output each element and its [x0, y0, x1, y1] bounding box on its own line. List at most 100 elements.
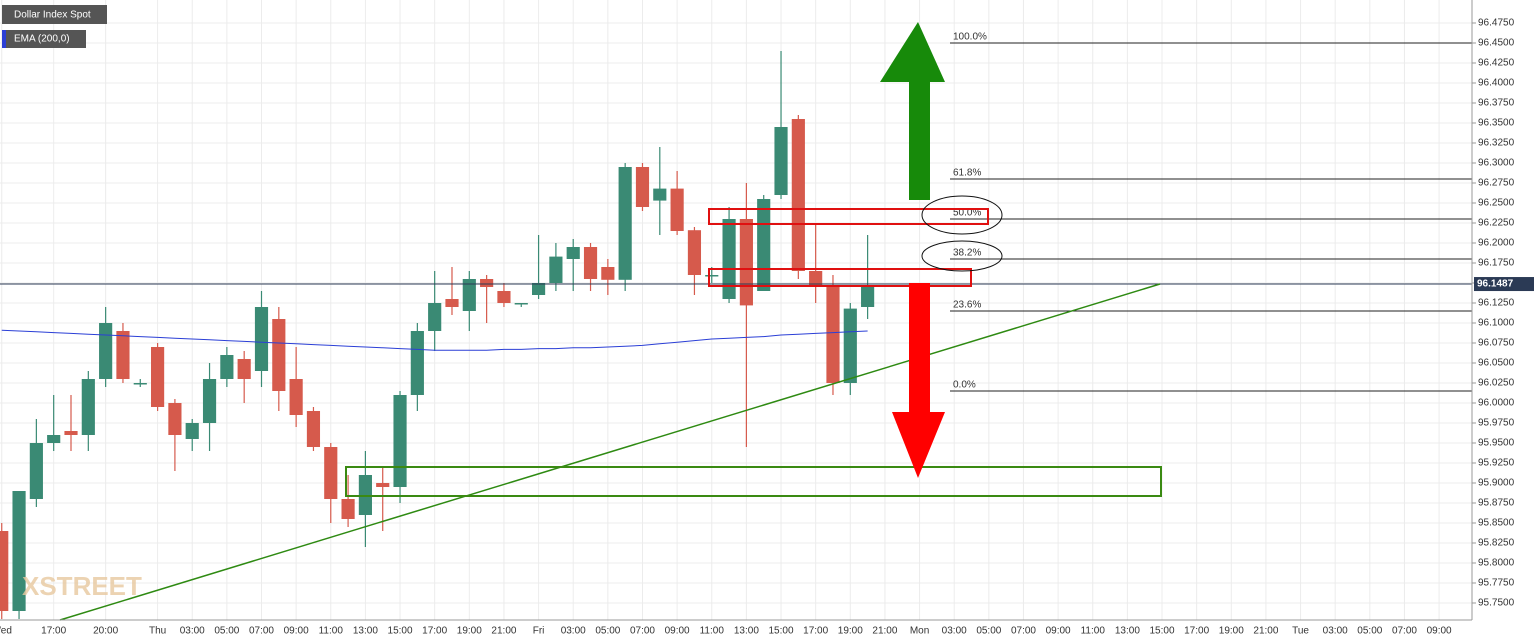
- candle-body: [843, 308, 857, 383]
- fib-label: 38.2%: [953, 248, 981, 259]
- y-tick-label: 96.4250: [1478, 58, 1515, 69]
- y-tick-label: 96.4500: [1478, 38, 1515, 49]
- x-tick-label: 17:00: [803, 626, 828, 637]
- y-tick-label: 95.8250: [1478, 538, 1515, 549]
- y-tick-label: 96.4750: [1478, 18, 1515, 29]
- x-tick-label: 09:00: [284, 626, 309, 637]
- candle-body: [237, 359, 251, 379]
- x-tick-label: 21:00: [872, 626, 897, 637]
- candle-body: [618, 167, 632, 280]
- candle-body: [809, 271, 823, 286]
- fib-label: 100.0%: [953, 32, 987, 43]
- candle-body: [47, 435, 61, 443]
- y-tick-label: 95.9750: [1478, 418, 1515, 429]
- candle-body: [705, 275, 719, 277]
- fib-label: 0.0%: [953, 380, 976, 391]
- candle-body: [220, 355, 234, 379]
- x-tick-label: 19:00: [457, 626, 482, 637]
- y-tick-label: 96.0000: [1478, 398, 1515, 409]
- x-tick-label: 07:00: [1392, 626, 1417, 637]
- y-tick-label: 96.3000: [1478, 158, 1515, 169]
- y-tick-label: 95.8750: [1478, 498, 1515, 509]
- x-tick-label: 17:00: [422, 626, 447, 637]
- fib-label: 23.6%: [953, 300, 981, 311]
- candle-body: [29, 443, 43, 499]
- y-tick-label: 95.7750: [1478, 578, 1515, 589]
- y-tick-label: 96.0750: [1478, 338, 1515, 349]
- candle-body: [757, 199, 771, 291]
- x-tick-label: Wed: [0, 626, 12, 637]
- x-tick-label: Tue: [1292, 626, 1309, 637]
- candle-body: [687, 230, 702, 275]
- x-tick-label: Fri: [533, 626, 545, 637]
- x-tick-label: 05:00: [214, 626, 239, 637]
- y-tick-label: 96.0250: [1478, 378, 1515, 389]
- x-tick-label: 11:00: [319, 626, 344, 637]
- candle-body: [410, 331, 424, 395]
- candle-body: [133, 383, 147, 385]
- x-tick-label: 11:00: [700, 626, 725, 637]
- y-tick-label: 96.3500: [1478, 118, 1515, 129]
- x-tick-label: 19:00: [1219, 626, 1244, 637]
- y-tick-label: 95.8000: [1478, 558, 1515, 569]
- candle-body: [670, 188, 684, 231]
- candle-body: [653, 188, 667, 201]
- x-tick-label: 17:00: [41, 626, 66, 637]
- legend-box: [2, 5, 107, 24]
- y-tick-label: 96.1750: [1478, 258, 1515, 269]
- x-tick-label: 15:00: [769, 626, 794, 637]
- candle-body: [739, 219, 753, 306]
- candle-body: [306, 411, 321, 447]
- candle-body: [324, 447, 338, 499]
- y-tick-label: 95.9000: [1478, 478, 1515, 489]
- x-tick-label: 03:00: [561, 626, 586, 637]
- down-arrow: [892, 283, 945, 478]
- candle-body: [81, 379, 95, 435]
- x-tick-label: 07:00: [249, 626, 274, 637]
- x-tick-label: 05:00: [595, 626, 620, 637]
- y-tick-label: 96.2500: [1478, 198, 1515, 209]
- x-tick-label: 13:00: [353, 626, 378, 637]
- candle-body: [583, 247, 598, 279]
- candle-body: [376, 483, 390, 487]
- y-tick-label: 96.1250: [1478, 298, 1515, 309]
- current-price-label: 96.1487: [1477, 279, 1514, 290]
- fib-label: 50.0%: [953, 208, 981, 219]
- candle-body: [185, 423, 199, 439]
- y-tick-label: 95.9500: [1478, 438, 1515, 449]
- candle-body: [531, 283, 546, 295]
- y-tick-label: 96.4000: [1478, 78, 1515, 89]
- y-tick-label: 96.2750: [1478, 178, 1515, 189]
- candle-body: [601, 267, 615, 280]
- candle-body: [445, 299, 459, 307]
- up-arrow: [880, 22, 945, 200]
- grid: [0, 0, 1472, 620]
- candle-body: [0, 531, 9, 611]
- x-tick-label: 09:00: [665, 626, 690, 637]
- candle-body: [514, 303, 528, 305]
- resistance-zone: [708, 268, 972, 287]
- x-tick-label: 05:00: [1357, 626, 1382, 637]
- candle-body: [722, 219, 736, 299]
- candle-body: [341, 499, 355, 519]
- x-tick-label: 15:00: [1149, 626, 1174, 637]
- legend-box: [2, 30, 86, 48]
- candle-body: [826, 287, 840, 383]
- x-tick-label: 07:00: [1011, 626, 1036, 637]
- x-tick-label: Thu: [149, 626, 166, 637]
- x-tick-label: 07:00: [630, 626, 655, 637]
- candle-body: [566, 247, 580, 259]
- candle-body: [168, 403, 182, 435]
- candle-body: [635, 167, 650, 207]
- candle-body: [289, 379, 303, 415]
- highlight-ellipse: [921, 240, 1003, 272]
- watermark: XSTREET: [22, 571, 142, 601]
- x-tick-label: 13:00: [1115, 626, 1140, 637]
- legend-label: EMA (200,0): [14, 34, 70, 45]
- resistance-zone: [708, 208, 989, 225]
- candle-body: [393, 395, 407, 487]
- y-tick-label: 96.3750: [1478, 98, 1515, 109]
- ema-line: [1, 329, 868, 351]
